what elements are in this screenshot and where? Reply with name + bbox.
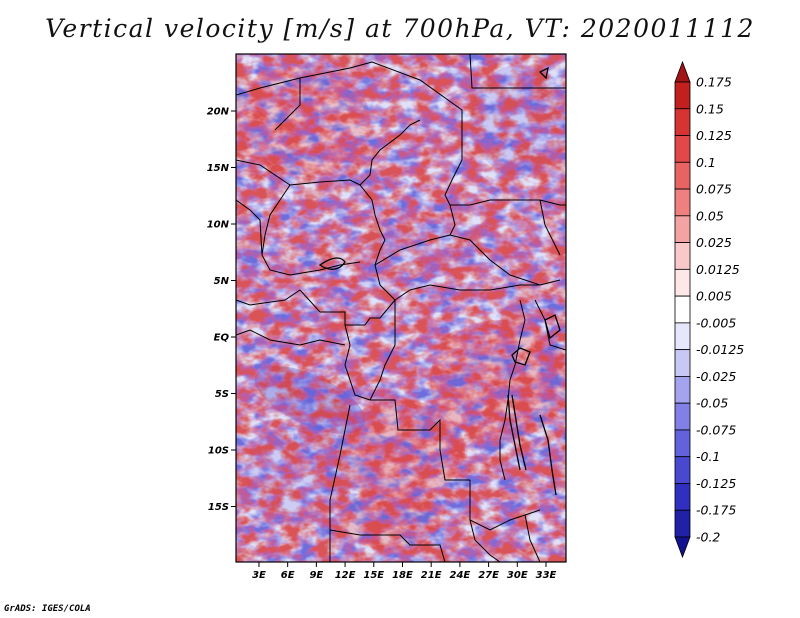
colorbar-swatch <box>674 108 691 136</box>
latitude-tick-label: 10S <box>208 446 229 457</box>
longitude-tick-label: 9E <box>309 570 323 581</box>
colorbar-level-label: 0.15 <box>696 101 724 116</box>
latitude-tick-label: 15N <box>207 163 230 174</box>
longitude-tick-label: 15E <box>363 570 384 581</box>
colorbar-level-label: 0.05 <box>696 208 724 223</box>
latitude-tick-label: 5S <box>215 389 229 400</box>
colorbar-level-label: 0.175 <box>696 75 732 90</box>
colorbar-level-label: -0.05 <box>696 396 728 411</box>
latitude-tick-label: 5N <box>214 276 230 287</box>
colorbar-bottom-arrow <box>674 536 691 559</box>
colorbar-level-label: 0.1 <box>696 155 716 170</box>
colorbar-level-label: 0.125 <box>696 128 732 143</box>
longitude-tick-label: 27E <box>478 570 499 581</box>
colorbar-swatch <box>674 376 691 404</box>
colorbar-level-label: 0.0125 <box>696 262 740 277</box>
colorbar-swatch <box>674 242 691 270</box>
vertical-velocity-field <box>236 54 566 562</box>
longitude-tick-label: 21E <box>421 570 442 581</box>
colorbar-level-label: 0.075 <box>696 182 732 197</box>
colorbar-swatch <box>674 483 691 511</box>
colorbar-swatch <box>674 135 691 163</box>
latitude-tick-label: 15S <box>208 502 229 513</box>
colorbar-level-label: -0.2 <box>696 530 720 545</box>
colorbar-swatch <box>674 429 691 458</box>
longitude-tick-label: 6E <box>281 570 295 581</box>
colorbar-level-label: -0.025 <box>696 369 736 384</box>
longitude-tick-label: 33E <box>536 570 557 581</box>
map-frame <box>235 53 567 563</box>
colorbar-swatch <box>674 402 691 431</box>
colorbar-level-label: -0.005 <box>696 315 736 330</box>
lakes <box>318 66 561 496</box>
colorbar-level-label: -0.175 <box>696 503 736 518</box>
colorbar-swatch <box>674 322 691 351</box>
colorbar-swatch <box>674 81 691 110</box>
colorbar-swatch <box>674 215 691 243</box>
colorbar-level-label: -0.1 <box>696 449 720 464</box>
grads-credit: GrADS: IGES/COLA <box>4 604 91 614</box>
colorbar-level-label: -0.125 <box>696 476 736 491</box>
colorbar-level-label: -0.075 <box>696 422 736 437</box>
longitude-tick-label: 24E <box>450 570 471 581</box>
longitude-tick-label: 12E <box>335 570 356 581</box>
colorbar-swatch <box>674 509 691 538</box>
colorbar-swatch <box>674 295 691 324</box>
colorbar-top-arrow <box>674 60 691 83</box>
colorbar-swatch <box>674 188 691 217</box>
latitude-tick-label: 20N <box>207 107 230 118</box>
latitude-tick-label: EQ <box>214 333 230 344</box>
latitude-axis: 20N 15N 10N 5N EQ 5S 10S 15S <box>207 107 236 513</box>
colorbar: 0.175 0.15 0.125 0.1 0.075 0.05 0.025 0.0125 0.0… <box>674 60 744 559</box>
colorbar-level-label: -0.0125 <box>696 342 744 357</box>
map-title: Vertical velocity [m/s] at 700hPa, VT: 2… <box>45 14 755 43</box>
longitude-tick-label: 3E <box>252 570 266 581</box>
longitude-tick-label: 18E <box>392 570 413 581</box>
colorbar-level-label: 0.025 <box>696 235 732 250</box>
colorbar-swatch <box>674 161 691 190</box>
latitude-tick-label: 10N <box>207 220 230 231</box>
colorbar-level-label: 0.005 <box>696 289 732 304</box>
colorbar-swatch <box>674 349 691 377</box>
colorbar-swatch <box>674 456 691 484</box>
colorbar-swatch <box>674 268 691 297</box>
country-borders <box>236 54 566 562</box>
longitude-tick-label: 30E <box>507 570 528 581</box>
longitude-axis: 3E 6E 9E 12E 15E 18E 21E 24E 27E 30E 33E <box>252 562 557 581</box>
